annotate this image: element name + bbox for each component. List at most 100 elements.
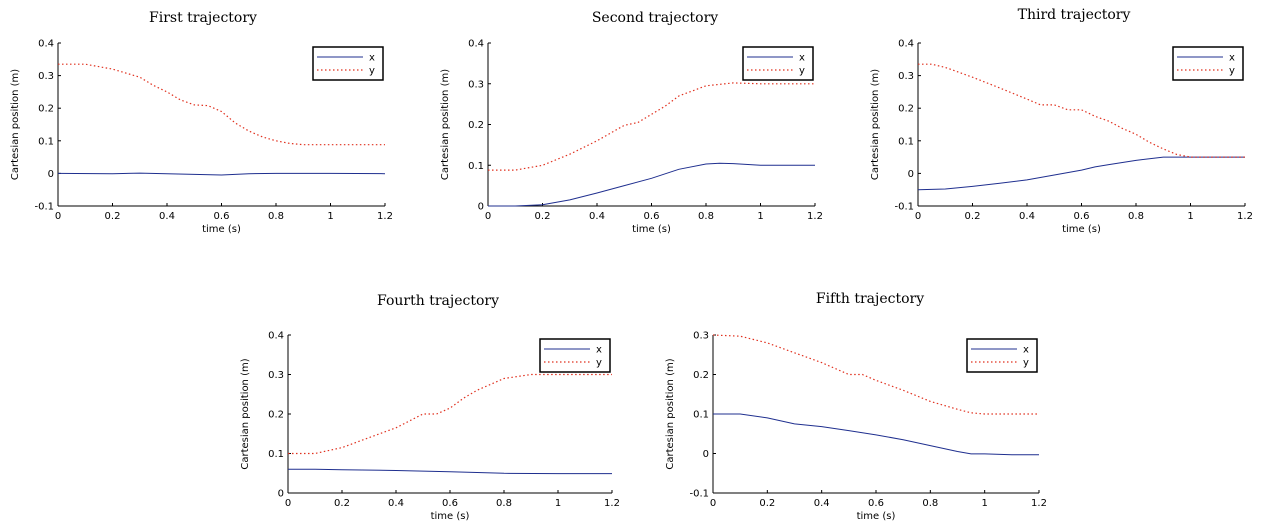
x-tick-label: 0.6 bbox=[214, 211, 230, 222]
y-tick-label: 0.1 bbox=[38, 136, 54, 147]
chart-panel-4: Fourth trajectory 0 0.2 0.4 0.6 0.8 1 1.2 0 0.1 0.… bbox=[240, 293, 620, 522]
legend: xy bbox=[539, 338, 611, 373]
x-tick-label: 0.6 bbox=[442, 498, 458, 509]
legend-label-x: x bbox=[799, 53, 805, 64]
legend: xy bbox=[966, 338, 1038, 373]
x-tick-label: 0.8 bbox=[1128, 211, 1144, 222]
legend-label-y: y bbox=[1023, 358, 1029, 369]
x-tick-label: 1.2 bbox=[604, 498, 620, 509]
y-axis-label: Cartesian position (m) bbox=[665, 358, 676, 469]
y-tick-label: 0.2 bbox=[693, 370, 709, 381]
y-tick-label: 0 bbox=[48, 169, 54, 180]
y-tick-label: 0.4 bbox=[468, 39, 484, 50]
series-line-x bbox=[713, 413, 1039, 456]
y-tick-label: 0.4 bbox=[898, 39, 914, 50]
x-tick-label: 0 bbox=[915, 211, 921, 222]
x-tick-label: 1.2 bbox=[377, 211, 393, 222]
x-tick-label: 0.8 bbox=[698, 211, 714, 222]
x-tick-label: 0.4 bbox=[388, 498, 404, 509]
legend-label-y: y bbox=[799, 66, 805, 77]
y-tick-label: 0.4 bbox=[268, 331, 284, 342]
x-tick-label: 0 bbox=[710, 498, 716, 509]
legend: xy bbox=[312, 46, 384, 81]
legend-label-x: x bbox=[596, 345, 602, 356]
y-tick-label: 0.3 bbox=[268, 370, 284, 381]
legend-box bbox=[1172, 46, 1244, 81]
y-tick-label: -0.1 bbox=[34, 202, 54, 213]
y-tick-label: 0.3 bbox=[38, 71, 54, 82]
series-line-y bbox=[918, 63, 1245, 158]
legend-label-y: y bbox=[369, 66, 375, 77]
x-tick-label: 0 bbox=[55, 211, 61, 222]
y-tick-label: 0.1 bbox=[898, 136, 914, 147]
x-tick-label: 1.2 bbox=[1031, 498, 1047, 509]
y-tick-label: 0.1 bbox=[693, 410, 709, 421]
x-axis-label: time (s) bbox=[1062, 224, 1101, 235]
x-tick-label: 1.2 bbox=[807, 211, 823, 222]
x-tick-label: 0.8 bbox=[268, 211, 284, 222]
y-tick-label: 0.2 bbox=[468, 120, 484, 131]
y-axis-label: Cartesian position (m) bbox=[440, 69, 451, 180]
legend-label-x: x bbox=[1023, 345, 1029, 356]
series-line-y bbox=[712, 334, 1039, 415]
x-tick-label: 0.4 bbox=[159, 211, 175, 222]
chart-title: Third trajectory bbox=[1018, 7, 1131, 23]
x-tick-label: 0 bbox=[485, 211, 491, 222]
y-tick-label: 0.1 bbox=[468, 161, 484, 172]
series-line-y bbox=[288, 373, 612, 455]
x-tick-label: 1 bbox=[757, 211, 763, 222]
series-line-x bbox=[288, 468, 612, 475]
x-tick-label: 1 bbox=[981, 498, 987, 509]
x-tick-label: 0.6 bbox=[1074, 211, 1090, 222]
legend: xy bbox=[1172, 46, 1244, 81]
legend-box bbox=[742, 46, 814, 81]
legend-box bbox=[966, 338, 1038, 373]
chart-title: Second trajectory bbox=[592, 10, 718, 26]
y-tick-label: 0.3 bbox=[898, 71, 914, 82]
chart-panel-2: Second trajectory 0 0.2 0.4 0.6 0.8 1 1.2 0 0.1 0.… bbox=[440, 10, 823, 235]
x-tick-label: 1 bbox=[327, 211, 333, 222]
y-tick-label: 0.3 bbox=[693, 331, 709, 342]
y-tick-label: 0.2 bbox=[268, 410, 284, 421]
x-tick-label: 0.8 bbox=[496, 498, 512, 509]
legend: xy bbox=[742, 46, 814, 81]
y-tick-label: -0.1 bbox=[689, 489, 709, 500]
y-tick-label: 0 bbox=[478, 202, 484, 213]
y-tick-label: 0.2 bbox=[898, 104, 914, 115]
legend-label-y: y bbox=[596, 358, 602, 369]
series-line-x bbox=[917, 156, 1245, 191]
x-tick-label: 0.4 bbox=[589, 211, 605, 222]
x-axis-label: time (s) bbox=[857, 511, 896, 522]
y-tick-label: 0.4 bbox=[38, 39, 54, 50]
x-tick-label: 0.2 bbox=[334, 498, 350, 509]
y-axis-label: Cartesian position (m) bbox=[870, 69, 881, 180]
x-tick-label: 0.6 bbox=[644, 211, 660, 222]
legend-label-y: y bbox=[1229, 66, 1235, 77]
x-tick-label: 0.4 bbox=[814, 498, 830, 509]
y-axis-label: Cartesian position (m) bbox=[240, 358, 251, 469]
x-tick-label: 1.2 bbox=[1237, 211, 1253, 222]
series-line-x bbox=[57, 172, 386, 176]
legend-box bbox=[539, 338, 611, 373]
x-tick-label: 0.2 bbox=[535, 211, 551, 222]
x-tick-label: 0.6 bbox=[868, 498, 884, 509]
y-tick-label: 0 bbox=[278, 489, 284, 500]
y-tick-label: -0.1 bbox=[894, 202, 914, 213]
series-line-y bbox=[488, 82, 815, 171]
legend-label-x: x bbox=[369, 53, 375, 64]
y-tick-label: 0 bbox=[703, 449, 709, 460]
x-tick-label: 0.2 bbox=[759, 498, 775, 509]
x-axis-label: time (s) bbox=[431, 511, 470, 522]
x-tick-label: 0.2 bbox=[965, 211, 981, 222]
chart-title: Fifth trajectory bbox=[816, 291, 924, 307]
x-tick-label: 1 bbox=[1187, 211, 1193, 222]
legend-label-x: x bbox=[1229, 53, 1235, 64]
x-tick-label: 0.8 bbox=[922, 498, 938, 509]
y-tick-label: 0.3 bbox=[468, 79, 484, 90]
chart-title: Fourth trajectory bbox=[377, 293, 499, 309]
chart-title: First trajectory bbox=[149, 10, 257, 26]
